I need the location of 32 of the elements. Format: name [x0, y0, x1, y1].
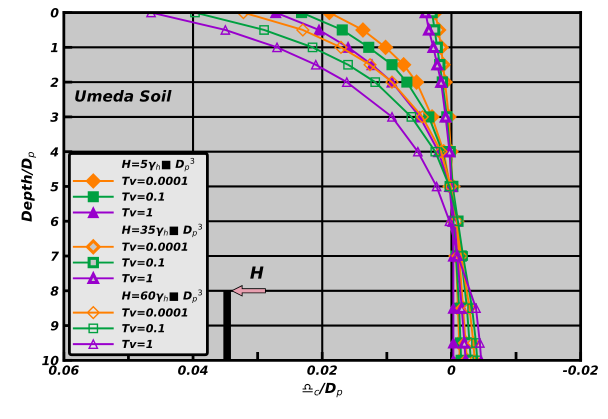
annotation: H=5γ$_{h}$■ D$_{p}$$^{3}$: [122, 158, 194, 172]
legend-label: Tv=0.1: [122, 324, 164, 332]
annotation: H=60γ$_{h}$■ D$_{p}$$^{3}$: [122, 290, 202, 303]
legend-label: Tv=0.0001: [122, 176, 188, 186]
legend-label: Tv=0.1: [122, 258, 164, 267]
legend-label: Tv=1: [122, 208, 152, 216]
x-tick-label: -0.02: [562, 365, 598, 375]
legend-label: Tv=0.0001: [122, 308, 188, 317]
annotation: Umeda Soil: [75, 90, 172, 102]
y-tick-label: 5: [50, 182, 58, 192]
y-tick-label: 8: [50, 286, 59, 296]
y-tick-label: 0: [50, 8, 59, 18]
annotation: H=35γ$_{h}$■ D$_{p}$$^{3}$: [122, 224, 202, 238]
x-tick-label: 0.04: [178, 365, 208, 375]
y-tick-label: 4: [50, 147, 58, 156]
legend-label: Tv=0.1: [122, 192, 164, 201]
y-axis-title: Depth/D$_{p}$: [21, 152, 36, 222]
y-tick-label: 1: [50, 42, 58, 52]
y-tick-label: 2: [50, 78, 58, 87]
x-tick-label: 0: [448, 365, 456, 375]
y-tick-label: 10: [42, 356, 59, 366]
x-axis-title: ♎$_{c}$/D$_{p}$: [302, 382, 342, 398]
y-tick-label: 7: [51, 252, 59, 261]
legend-label: Tv=1: [122, 274, 152, 282]
legend-label: Tv=0.0001: [122, 242, 188, 251]
y-tick-label: 9: [50, 321, 58, 330]
legend-label: Tv=1: [122, 340, 152, 348]
y-tick-label: 3: [50, 112, 58, 122]
annotation: H: [250, 266, 264, 279]
x-tick-label: 0.06: [48, 365, 79, 375]
y-tick-label: 6: [50, 216, 59, 226]
x-tick-label: 0.02: [307, 365, 337, 375]
